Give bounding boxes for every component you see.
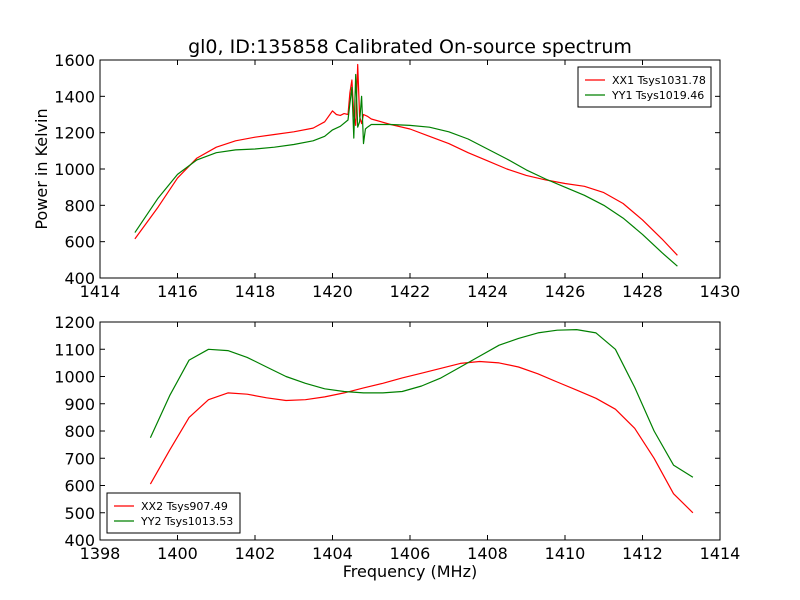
x-tick-label: 1402 <box>235 544 276 563</box>
legend: XX1 Tsys1031.78 YY1 Tsys1019.46 <box>577 66 712 108</box>
y-tick-label: 1400 <box>54 87 95 106</box>
series-line-1 <box>149 360 694 514</box>
x-tick-label: 1406 <box>390 544 431 563</box>
chart-title: gl0, ID:135858 Calibrated On-source spec… <box>188 36 632 58</box>
legend-box <box>577 66 712 108</box>
x-tick-label: 1428 <box>622 282 663 301</box>
x-tick-label: 1426 <box>545 282 586 301</box>
y-tick-label: 900 <box>64 395 95 414</box>
y-tick-label: 1200 <box>54 124 95 143</box>
legend-label: XX1 Tsys1031.78 <box>612 74 706 87</box>
y-tick-label: 1600 <box>54 51 95 70</box>
chart-2: 1398 1400 1402 1404 1406 1408 1410 1412 1414 400 5… <box>54 313 740 581</box>
y-tick-label: 1100 <box>54 340 95 359</box>
x-tick-label: 1404 <box>312 544 353 563</box>
legend-label: XX2 Tsys907.49 <box>141 500 228 513</box>
x-axis-label: Frequency (MHz) <box>343 562 477 581</box>
x-tick-label: 1422 <box>390 282 431 301</box>
series-line-2 <box>134 73 678 267</box>
series-line-2 <box>149 329 694 478</box>
x-tick-label: 1430 <box>700 282 741 301</box>
x-tick-label: 1414 <box>700 544 741 563</box>
y-tick-label: 600 <box>64 233 95 252</box>
y-tick-label: 1000 <box>54 368 95 387</box>
legend-label: YY1 Tsys1019.46 <box>611 89 704 102</box>
y-tick-label: 1000 <box>54 160 95 179</box>
x-tick-label: 1408 <box>467 544 508 563</box>
y-tick-label: 400 <box>64 531 95 550</box>
x-tick-label: 1398 <box>80 544 121 563</box>
legend: XX2 Tsys907.49 YY2 Tsys1013.53 <box>106 492 241 534</box>
y-axis-label: Power in Kelvin <box>32 108 51 229</box>
x-tick-label: 1412 <box>622 544 663 563</box>
x-tick-label: 1400 <box>157 544 198 563</box>
y-tick-label: 600 <box>64 477 95 496</box>
x-tick-label: 1410 <box>545 544 586 563</box>
x-tick-label: 1416 <box>157 282 198 301</box>
y-tick-label: 800 <box>64 196 95 215</box>
y-tick-label: 500 <box>64 504 95 523</box>
x-tick-label: 1420 <box>312 282 353 301</box>
y-tick-label: 700 <box>64 449 95 468</box>
y-tick-label: 1200 <box>54 313 95 332</box>
y-tick-label: 800 <box>64 422 95 441</box>
x-tick-label: 1414 <box>80 282 121 301</box>
legend-box <box>106 492 241 534</box>
chart-1: 1414 1416 1418 1420 1422 1424 1426 1428 1430 400 6… <box>32 36 740 301</box>
legend-label: YY2 Tsys1013.53 <box>140 515 233 528</box>
y-tick-label: 400 <box>64 269 95 288</box>
x-tick-label: 1424 <box>467 282 508 301</box>
x-tick-label: 1418 <box>235 282 276 301</box>
